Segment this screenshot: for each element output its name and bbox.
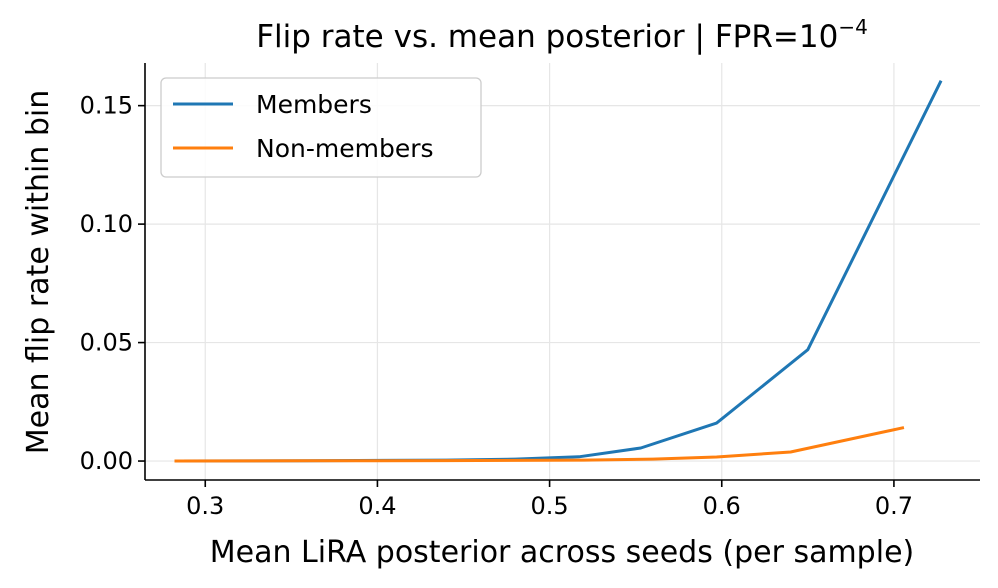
legend-label-members: Members	[256, 90, 372, 119]
plot-area	[174, 79, 943, 463]
legend: Members Non-members	[160, 77, 482, 178]
chart-title-superscript: −4	[838, 15, 867, 39]
legend-label-non-members: Non-members	[256, 134, 434, 163]
legend-box	[160, 77, 482, 178]
axes	[144, 63, 980, 481]
y-tick-label: 0.05	[80, 329, 133, 357]
x-tick-label: 0.6	[703, 492, 741, 520]
ticks: 0.3 0.4 0.5 0.6 0.7 0.00 0.05 0.10 0.15	[80, 92, 913, 520]
y-tick-label: 0.10	[80, 210, 133, 238]
chart-title: Flip rate vs. mean posterior | FPR=10−4	[256, 15, 868, 55]
x-tick-label: 0.5	[531, 492, 569, 520]
y-tick-label: 0.00	[80, 447, 133, 475]
y-tick-label: 0.15	[80, 92, 133, 120]
y-axis-label: Mean flip rate within bin	[21, 90, 56, 454]
x-tick-label: 0.7	[875, 492, 913, 520]
x-tick-label: 0.4	[358, 492, 396, 520]
x-tick-label: 0.3	[186, 492, 224, 520]
chart-title-main: Flip rate vs. mean posterior | FPR=10	[256, 19, 838, 55]
series-line-non-members	[174, 426, 905, 463]
x-axis-label: Mean LiRA posterior across seeds (per sa…	[210, 535, 914, 570]
